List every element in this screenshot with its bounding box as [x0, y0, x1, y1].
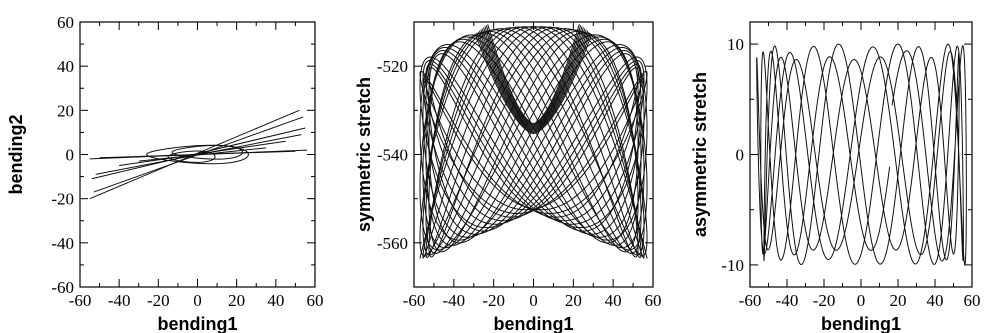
trajectory-valley [476, 32, 591, 133]
x-tick-label: 60 [964, 291, 981, 310]
x-tick-label: -60 [403, 291, 426, 310]
trajectory-curve [425, 63, 642, 222]
trajectory-line [119, 140, 286, 167]
trajectory-valley [485, 25, 582, 126]
asymmetric-stretch-vs-bending1-panel: -60 -40 -20 0 20 40 60 -10 0 10 bending1 asymmetric… [690, 21, 981, 333]
y-tick-label: -520 [377, 57, 408, 76]
x-tick-label: -40 [108, 291, 131, 310]
y-axis-label: asymmetric stretch [690, 72, 710, 237]
trajectory-curve [422, 26, 645, 259]
trajectory-curve [428, 53, 639, 232]
trajectory-valley [487, 24, 580, 125]
x-tick-label: 20 [890, 291, 907, 310]
x-tick-label: 0 [529, 291, 538, 310]
x-tick-label: -20 [482, 291, 505, 310]
y-tick-label: -10 [721, 256, 744, 275]
x-axis-label: bending1 [494, 314, 574, 333]
trajectory-curve [428, 41, 639, 244]
x-tick-label: 40 [267, 291, 284, 310]
trajectory-loop [167, 150, 216, 163]
trajectory-valley [484, 26, 583, 127]
x-tick-label: 20 [228, 291, 245, 310]
trajectory-curve [425, 26, 642, 259]
y-tick-label: -20 [51, 190, 74, 209]
trajectory-valley [474, 33, 593, 135]
x-tick-label: 0 [193, 291, 202, 310]
trajectory-curve [425, 50, 642, 235]
x-tick-label: 40 [927, 291, 944, 310]
bending2-vs-bending1-panel: -60 -40 -20 0 20 40 60 -60 -40 -20 0 20 40 60 bending1… [6, 13, 324, 333]
y-tick-label: -560 [377, 234, 408, 253]
y-tick-label: -540 [377, 146, 408, 165]
y-tick-label: 20 [57, 101, 74, 120]
x-axis-label: bending1 [158, 314, 238, 333]
trajectory-loop [171, 144, 244, 160]
x-tick-label: -20 [147, 291, 170, 310]
x-tick-label: -20 [813, 291, 836, 310]
trajectory-curve [756, 43, 967, 266]
y-tick-label: -40 [51, 234, 74, 253]
trajectory-valley [478, 30, 589, 131]
x-tick-label: 40 [605, 291, 622, 310]
y-tick-label: 0 [66, 146, 75, 165]
x-tick-label: -40 [776, 291, 799, 310]
trajectory-valley [481, 28, 586, 129]
trajectory-curve [422, 74, 645, 211]
x-axis-label: bending1 [821, 314, 901, 333]
trajectory-curve [419, 44, 648, 241]
x-tick-label: 0 [857, 291, 866, 310]
x-tick-label: 20 [565, 291, 582, 310]
y-axis-label: bending2 [6, 115, 26, 195]
trajectory-curve [419, 56, 648, 229]
y-tick-label: 0 [736, 146, 745, 165]
trajectory-valley [480, 29, 587, 130]
y-tick-label: -60 [51, 278, 74, 297]
x-tick-label: 60 [307, 291, 324, 310]
trajectory-valley [483, 27, 584, 128]
x-tick-label: -60 [69, 291, 92, 310]
x-tick-label: -40 [442, 291, 465, 310]
x-tick-label: 60 [645, 291, 662, 310]
symmetric-stretch-vs-bending1-panel: -60 -40 -20 0 20 40 60 -560 -540 -520 bending1 symm… [354, 21, 662, 333]
trajectory-curve [419, 70, 648, 214]
trajectory-curve [422, 46, 645, 238]
y-axis-label: symmetric stretch [354, 77, 374, 232]
trajectory-curve [422, 29, 645, 256]
trajectory-curve [422, 59, 645, 225]
trajectory-curve [419, 28, 648, 257]
y-tick-label: 60 [57, 13, 74, 32]
y-tick-label: 10 [727, 35, 744, 54]
x-tick-label: -60 [739, 291, 762, 310]
trajectory-curve [428, 32, 639, 253]
y-tick-label: 40 [57, 57, 74, 76]
trajectory-valley [477, 31, 590, 132]
trajectory-line [91, 127, 306, 180]
